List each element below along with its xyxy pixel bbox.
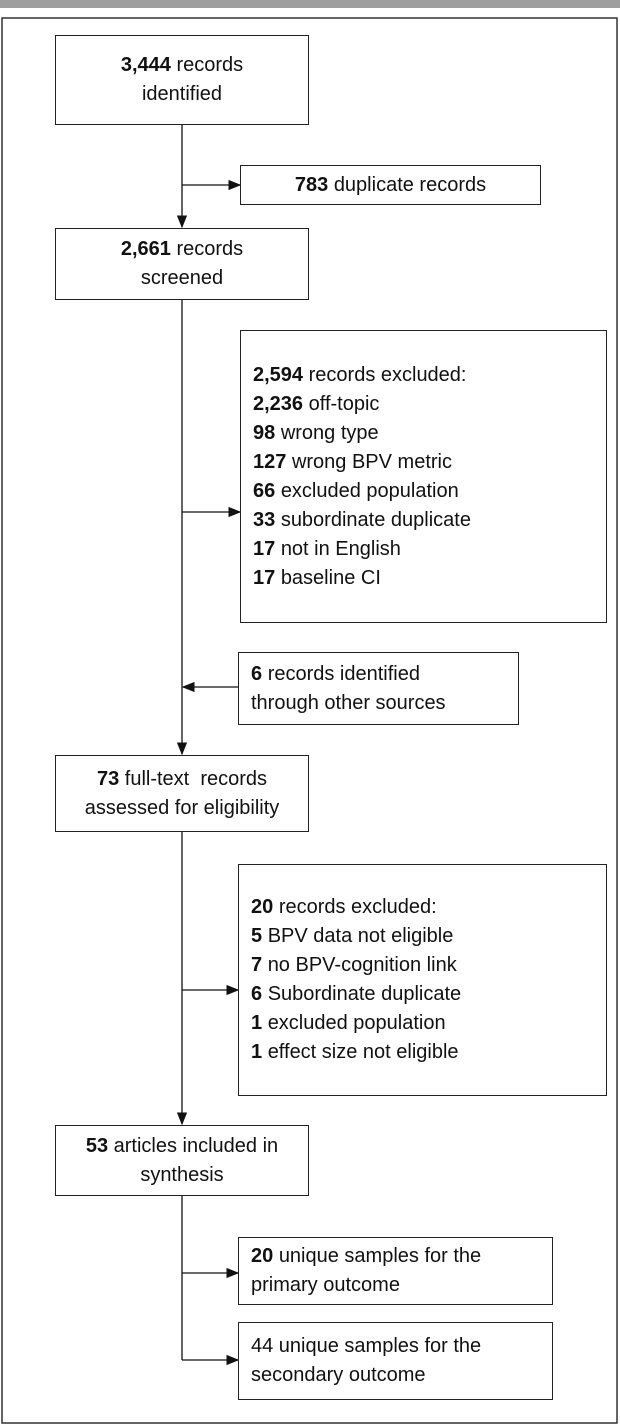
flow-box: 53 articles included in synthesis [55,1125,309,1196]
count: 17 [253,566,276,589]
label: secondary outcome [251,1364,426,1386]
box-line: 6 records identified [251,660,506,689]
box-line: screened [68,264,296,293]
label: identified [141,83,223,105]
count: 127 [253,450,287,473]
box-line: synthesis [68,1161,296,1190]
label: BPV data not eligible [267,925,454,947]
box-line: 783 duplicate records [253,171,528,200]
box-line: 5 BPV data not eligible [251,922,594,951]
label: baseline CI [280,566,381,589]
flow-box: 44 unique samples for the secondary outco… [238,1322,553,1400]
box-line: primary outcome [251,1271,540,1300]
count: 17 [253,537,276,560]
box-line: 2,236 off-topic [253,390,594,419]
flow-box: 73 full-text records assessed for eligibi… [55,755,309,832]
box-line: 33 subordinate duplicate [253,506,594,535]
box-line: 66 excluded population [253,477,594,506]
label: articles included in [113,1134,279,1157]
count: 2,594 [253,363,304,386]
count: 73 [96,767,120,790]
count: 6 [251,983,263,1005]
flow-box: 2,661 records screened [55,228,309,300]
count: 2,661 [120,238,171,260]
box-line: 1 effect size not eligible [251,1038,594,1067]
flow-box: 3,444 records identified [55,35,309,125]
label: records excluded: [308,363,467,386]
box-line: 17 not in English [253,535,594,564]
top-bar [0,0,620,8]
count: 6 [251,662,263,685]
label: wrong BPV metric [291,450,452,473]
label: records [176,238,244,260]
label: assessed for eligibility [84,796,280,819]
flow-box: 2,594 records excluded: 2,236 off-topic 98… [240,330,607,623]
label: full-text records [124,767,268,790]
box-line: 3,444 records [68,51,296,80]
label: no BPV-cognition link [267,954,457,976]
box-line: 1 excluded population [251,1009,594,1038]
label: wrong type [280,421,379,444]
label: excluded population [267,1012,446,1034]
label: Subordinate duplicate [267,983,462,1005]
label: 44 unique samples for the [251,1335,482,1357]
box-line: 2,594 records excluded: [253,361,594,390]
box-line: 98 wrong type [253,419,594,448]
label: off-topic [308,392,380,415]
count: 66 [253,479,276,502]
count: 20 [251,1245,274,1267]
count: 7 [251,954,263,976]
label: records [176,54,244,76]
box-line: 7 no BPV-cognition link [251,951,594,980]
count: 98 [253,421,276,444]
label: through other sources [251,691,446,714]
count: 53 [85,1134,109,1157]
count: 2,236 [253,392,304,415]
box-line: 73 full-text records [68,765,296,794]
box-line: 44 unique samples for the [251,1332,540,1361]
label: primary outcome [251,1274,400,1296]
box-line: 6 Subordinate duplicate [251,980,594,1009]
flow-box: 20 records excluded: 5 BPV data not eligi… [238,864,607,1096]
frame [1,17,618,1424]
count: 5 [251,925,263,947]
label: records excluded: [278,896,437,918]
count: 1 [251,1012,263,1034]
box-line: 20 records excluded: [251,893,594,922]
label: screened [140,267,224,289]
box-line: secondary outcome [251,1361,540,1390]
label: not in English [280,537,401,560]
count: 33 [253,508,276,531]
count: 3,444 [120,54,171,76]
flow-box: 6 records identified through other source… [238,652,519,725]
label: synthesis [140,1163,224,1186]
count: 1 [251,1041,263,1063]
box-line: 53 articles included in [68,1132,296,1161]
label: excluded population [280,479,459,502]
count: 783 [294,173,329,196]
box-line: 20 unique samples for the [251,1242,540,1271]
box-line: identified [68,80,296,109]
label: records identified [267,662,420,685]
box-line: 17 baseline CI [253,564,594,593]
count: 20 [251,896,274,918]
label: subordinate duplicate [280,508,471,531]
box-line: 127 wrong BPV metric [253,448,594,477]
box-line: through other sources [251,689,506,718]
box-line: 2,661 records [68,235,296,264]
label: effect size not eligible [267,1041,459,1063]
label: unique samples for the [278,1245,482,1267]
label: duplicate records [333,173,487,196]
flow-box: 783 duplicate records [240,165,541,205]
box-line: assessed for eligibility [68,794,296,823]
flow-box: 20 unique samples for the primary outcome [238,1237,553,1305]
